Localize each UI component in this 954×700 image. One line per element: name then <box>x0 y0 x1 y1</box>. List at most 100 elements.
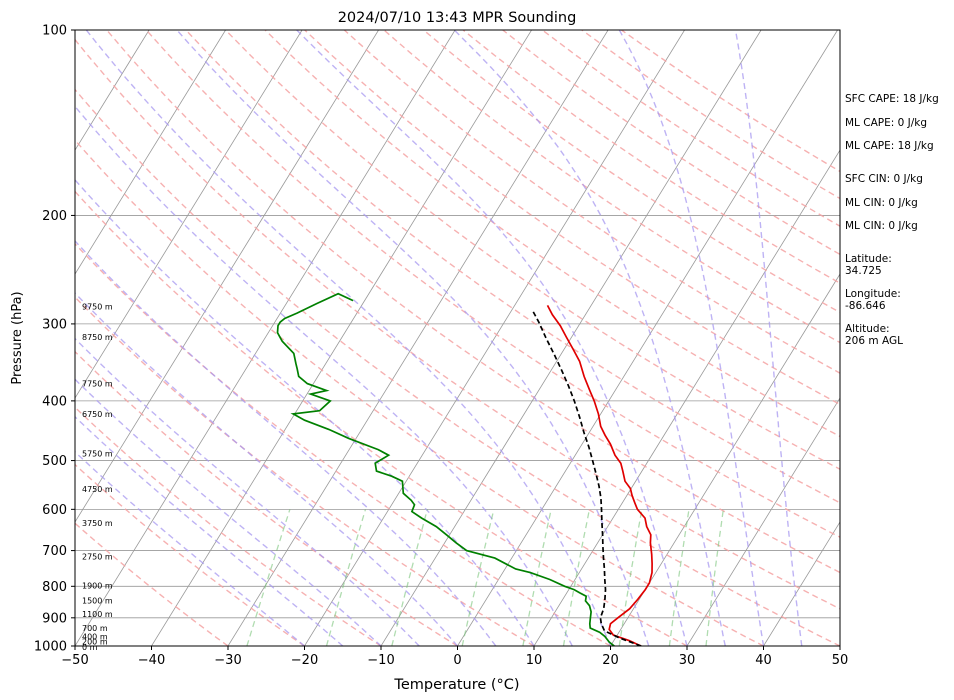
height-label: 1500 m <box>82 597 113 606</box>
altitude-text: Altitude: 206 m AGL <box>845 323 903 347</box>
isotherm-line <box>610 273 840 646</box>
y-tick-label: 600 <box>42 503 67 518</box>
isotherm-line <box>75 30 226 275</box>
isotherm-line <box>75 30 303 399</box>
sfc-cin-text: SFC CIN: 0 J/kg <box>845 173 923 185</box>
isotherm-line <box>686 397 840 646</box>
ml-cin-text: ML CIN: 0 J/kg <box>845 197 918 209</box>
dry-adiabat <box>264 30 840 438</box>
mixing-ratio-line <box>618 509 643 646</box>
x-tick-label: 50 <box>832 653 849 668</box>
dry-adiabat <box>75 139 764 646</box>
moist-adiabat <box>296 30 688 646</box>
height-label: 1100 m <box>82 610 113 619</box>
y-tick-label: 1000 <box>34 640 67 655</box>
isotherm-line <box>304 30 685 646</box>
dry-adiabat <box>75 38 840 610</box>
height-label: 5750 m <box>82 450 113 459</box>
dry-adiabat <box>75 406 382 646</box>
height-label: 9750 m <box>82 302 113 311</box>
height-label: 200 m <box>82 637 108 646</box>
x-tick-label: −20 <box>291 653 318 668</box>
height-label: 4750 m <box>82 485 113 494</box>
moist-adiabat <box>75 337 420 646</box>
x-tick-label: −40 <box>138 653 165 668</box>
isotherm-line <box>75 30 150 151</box>
dry-adiabat <box>462 30 840 284</box>
isotherm-line <box>533 149 840 646</box>
moist-adiabat <box>618 30 765 646</box>
latitude-text: Latitude: 34.725 <box>845 253 892 277</box>
parcel-path-line <box>531 309 642 646</box>
height-label: 6750 m <box>82 410 113 419</box>
y-tick-label: 900 <box>42 611 67 626</box>
dry-adiabat <box>343 30 840 374</box>
isotherm-line <box>75 30 456 646</box>
dry-adiabat <box>75 463 305 646</box>
isotherm-line <box>151 30 532 646</box>
plot-area: −50 −40 −30 −20 −10 0 10 20 30 40 50 100 200 300 400 50… <box>34 24 849 669</box>
dry-adiabat <box>304 30 840 406</box>
moist-adiabat <box>75 292 459 646</box>
x-tick-label: 20 <box>602 653 619 668</box>
moist-adiabat <box>453 30 726 646</box>
x-tick-label: 0 <box>453 653 461 668</box>
ml-cin-text-2: ML CIN: 0 J/kg <box>845 220 918 232</box>
isotherm-line <box>763 521 840 646</box>
clipped-layer <box>75 30 840 646</box>
dry-adiabat <box>106 30 840 574</box>
ml-cape-text: ML CAPE: 0 J/kg <box>845 117 928 129</box>
dry-adiabat <box>423 30 840 314</box>
height-label: 2750 m <box>82 552 113 561</box>
y-tick-label: 100 <box>42 24 67 39</box>
dry-adiabat <box>145 30 840 539</box>
dry-adiabat <box>185 30 840 504</box>
isotherm-line <box>457 30 838 646</box>
moist-adiabat <box>734 30 803 646</box>
moist-adiabat <box>75 178 535 646</box>
dry-adiabat <box>75 88 840 646</box>
mixing-ratio-line <box>391 509 429 646</box>
x-tick-label: −10 <box>367 653 394 668</box>
y-tick-label: 400 <box>42 394 67 409</box>
y-axis-label: Pressure (hPa) <box>10 291 25 384</box>
dry-adiabat <box>75 190 688 646</box>
y-tick-label: 700 <box>42 544 67 559</box>
x-tick-label: −30 <box>214 653 241 668</box>
ml-cape-text-2: ML CAPE: 18 J/kg <box>845 140 934 152</box>
mixing-ratio-line <box>522 509 552 646</box>
x-tick-label: 10 <box>526 653 543 668</box>
x-tick-label: 30 <box>679 653 696 668</box>
moist-adiabat <box>75 105 573 646</box>
height-label: 7750 m <box>82 380 113 389</box>
longitude-text: Longitude: -86.646 <box>845 288 901 312</box>
isotherm-line <box>227 30 609 646</box>
mixing-ratio-line <box>705 509 725 646</box>
height-label: 700 m <box>82 624 108 633</box>
isotherm-line <box>380 30 762 646</box>
mixing-ratio-line <box>668 509 690 646</box>
y-tick-label: 200 <box>42 209 67 224</box>
moist-adiabat <box>75 239 497 646</box>
x-axis-label: Temperature (°C) <box>393 677 519 693</box>
sfc-cape-text: SFC CAPE: 18 J/kg <box>845 93 939 105</box>
dry-adiabat <box>75 242 611 646</box>
mixing-ratio-line <box>461 509 495 646</box>
height-label: 3750 m <box>82 519 113 528</box>
moist-adiabat <box>75 378 382 646</box>
y-tick-label: 300 <box>42 317 67 332</box>
x-tick-label: −50 <box>61 653 88 668</box>
chart-title: 2024/07/10 13:43 MPR Sounding <box>338 10 577 26</box>
isotherm-line <box>75 30 379 523</box>
moist-adiabat <box>85 30 612 646</box>
plot-frame <box>74 29 841 647</box>
dewpoint-line <box>276 292 615 646</box>
moist-adiabat <box>176 30 650 646</box>
mixing-ratio-line <box>246 509 291 646</box>
y-tick-label: 500 <box>42 454 67 469</box>
dry-adiabat <box>75 522 229 646</box>
height-label: 400 m <box>82 633 108 642</box>
dry-adiabat <box>75 296 535 646</box>
temperature-line <box>546 305 653 646</box>
